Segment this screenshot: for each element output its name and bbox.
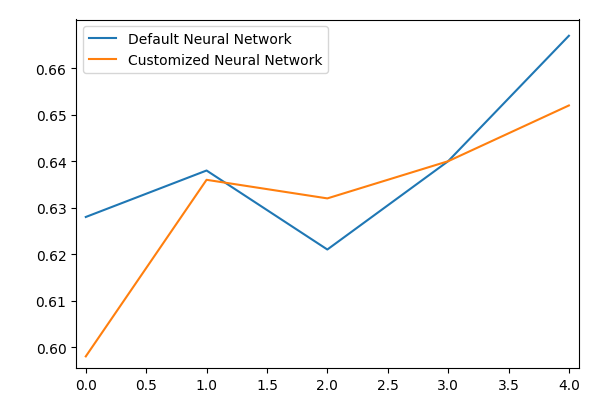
Line: Default Neural Network: Default Neural Network	[86, 37, 569, 250]
Customized Neural Network	[203, 178, 210, 183]
Line: Customized Neural Network: Customized Neural Network	[86, 106, 569, 357]
Customized Neural Network	[324, 196, 331, 201]
Default Neural Network	[445, 160, 452, 164]
Default Neural Network	[324, 247, 331, 252]
Default Neural Network	[565, 34, 572, 39]
Customized Neural Network	[82, 354, 90, 359]
Customized Neural Network	[445, 160, 452, 164]
Legend: Default Neural Network, Customized Neural Network: Default Neural Network, Customized Neura…	[83, 27, 328, 73]
Default Neural Network	[82, 215, 90, 220]
Default Neural Network	[203, 169, 210, 173]
Customized Neural Network	[565, 104, 572, 109]
